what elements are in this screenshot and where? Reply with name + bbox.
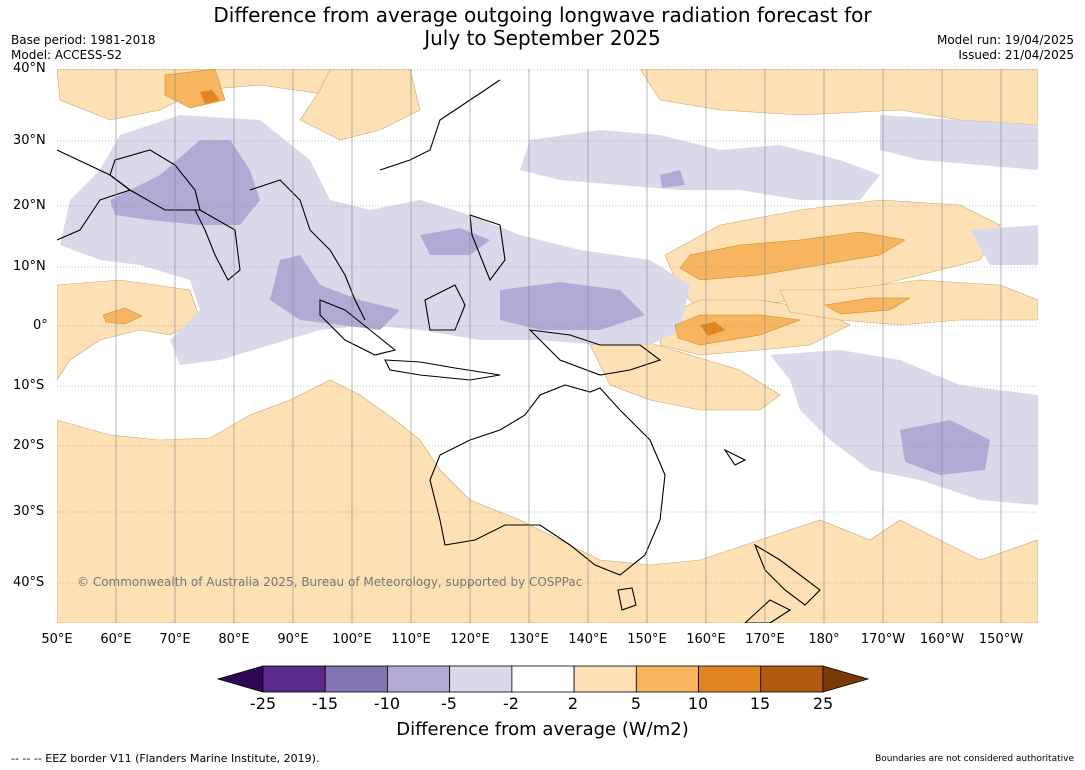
colorbar-boxes	[216, 665, 870, 693]
lon-label: 150°W	[978, 632, 1024, 647]
colorbar-box	[635, 665, 699, 693]
lon-label: 160°W	[919, 632, 965, 647]
colorbar-tick: 10	[687, 694, 709, 713]
lat-label: 0°	[33, 318, 48, 333]
colorbar-title: Difference from average (W/m2)	[396, 719, 689, 740]
positive-anomaly-light	[57, 69, 1038, 623]
map-title: Difference from average outgoing longwav…	[0, 4, 1085, 50]
graticule	[57, 69, 1038, 623]
colorbar-tick: -2	[503, 694, 519, 713]
colorbar-tick: -25	[249, 694, 277, 713]
lon-label: 150°E	[627, 632, 667, 647]
colorbar-tick: 25	[812, 694, 834, 713]
lat-label: 40°N	[13, 61, 46, 76]
lat-label: 10°N	[13, 259, 46, 274]
lon-label: 130°E	[509, 632, 549, 647]
map-field	[57, 69, 1038, 623]
colorbar-box	[698, 665, 762, 693]
colorbar-box	[387, 665, 451, 693]
map-title-line2: July to September 2025	[424, 26, 661, 50]
colorbar-box	[262, 665, 326, 693]
lon-label: 110°E	[391, 632, 431, 647]
colorbar-tick: -5	[441, 694, 457, 713]
lon-label: 50°E	[41, 632, 73, 647]
colorbar-tick: -15	[311, 694, 339, 713]
lat-label: 20°N	[13, 198, 46, 213]
colorbar-box	[573, 665, 637, 693]
lon-label: 70°E	[159, 632, 191, 647]
model-run-date: Model run: 19/04/2025	[936, 33, 1074, 47]
coastlines	[57, 79, 821, 623]
lat-label: 30°S	[13, 504, 45, 519]
lon-label: 90°E	[277, 632, 309, 647]
lon-label: 120°E	[450, 632, 490, 647]
colorbar-box	[449, 665, 513, 693]
lon-label: 160°E	[686, 632, 726, 647]
model-info: Base period: 1981-2018 Model: ACCESS-S2	[11, 33, 156, 63]
lon-label: 170°W	[860, 632, 906, 647]
model-name: Model: ACCESS-S2	[11, 48, 123, 62]
colorbar-box	[760, 665, 824, 693]
issued-date: Issued: 21/04/2025	[958, 48, 1074, 62]
colorbar-box	[511, 665, 575, 693]
lat-label: 10°S	[13, 378, 45, 393]
boundary-disclaimer: Boundaries are not considered authoritat…	[875, 754, 1074, 764]
colorbar-extension-low	[216, 665, 264, 693]
colorbar-tick: 5	[630, 694, 642, 713]
colorbar-tick: -10	[373, 694, 401, 713]
lon-label: 60°E	[100, 632, 132, 647]
lon-label: 180°	[808, 632, 840, 647]
eez-legend: -- -- -- EEZ border V11 (Flanders Marine…	[11, 752, 320, 765]
lon-label: 140°E	[568, 632, 608, 647]
lat-label: 30°N	[13, 133, 46, 148]
copyright-notice: © Commonwealth of Australia 2025, Bureau…	[77, 575, 583, 589]
run-info: Model run: 19/04/2025 Issued: 21/04/2025	[937, 33, 1074, 63]
colorbar-tick: 15	[749, 694, 771, 713]
lon-label: 170°E	[745, 632, 785, 647]
lon-label: 80°E	[218, 632, 250, 647]
colorbar-tick: 2	[567, 694, 579, 713]
base-period: Base period: 1981-2018	[11, 33, 156, 47]
map-title-line1: Difference from average outgoing longwav…	[213, 3, 872, 27]
negative-anomaly-medium	[110, 140, 990, 475]
lon-label: 100°E	[332, 632, 372, 647]
lat-label: 40°S	[13, 575, 45, 590]
colorbar-extension-high	[822, 665, 870, 693]
lat-label: 20°S	[13, 438, 45, 453]
colorbar-box	[324, 665, 388, 693]
